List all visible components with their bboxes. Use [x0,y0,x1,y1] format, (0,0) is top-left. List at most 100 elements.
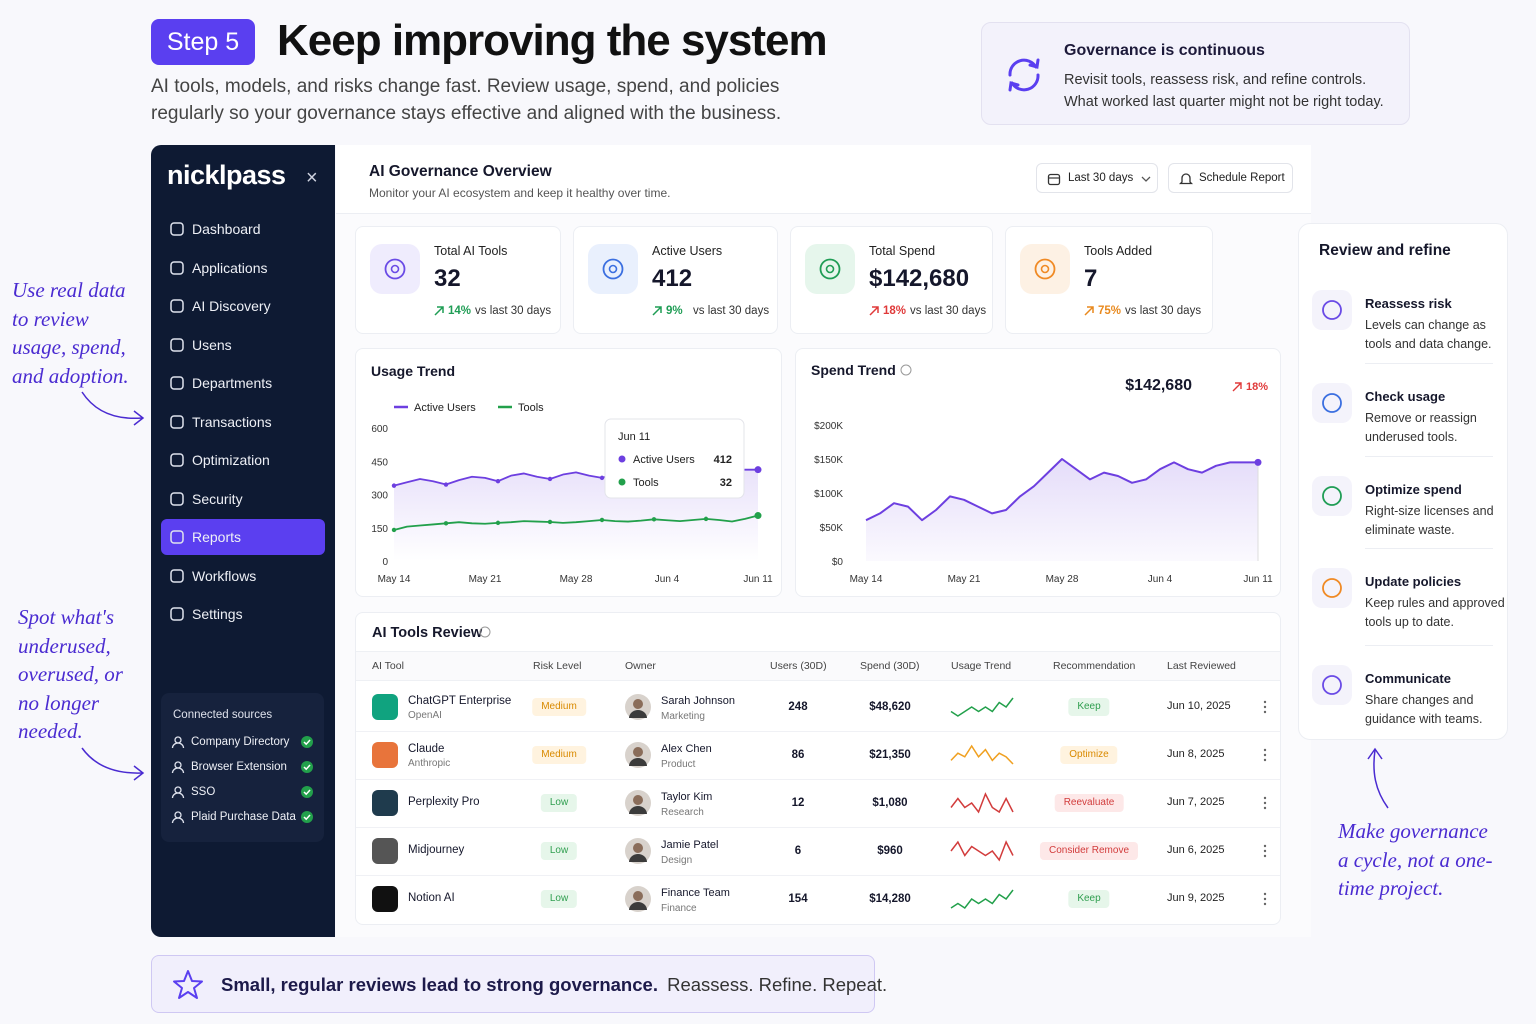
usage-card: Usage Trend 0 150 300 450 600 May 14 May 21 May … [355,348,782,597]
column-header: Recommendation [1053,660,1136,672]
overview-subtitle: Monitor your AI ecosystem and keep it he… [369,186,671,200]
nav-item[interactable]: Reports [161,519,325,555]
close-button[interactable]: × [306,167,318,189]
kpi-icon [819,258,841,280]
point [754,466,762,474]
nav-item[interactable]: AI Discovery [161,288,325,324]
nav-item[interactable]: Applications [161,250,325,286]
nav-item[interactable]: Security [161,481,325,517]
tool-name: Notion AI [408,892,455,904]
x-tick-label: May 14 [850,574,883,585]
review-divider [1365,548,1493,549]
y-tick-label: 300 [371,491,388,502]
recommendation-pill: Reevaluate [1054,794,1124,812]
sidebar: nicklpass × Connected sources Company Di… [151,145,335,937]
sparkline-line [950,889,1014,910]
sparkline [950,792,1014,814]
chevron [1141,176,1151,182]
nav-label: Departments [192,375,273,391]
last-reviewed: Jun 9, 2025 [1167,892,1225,904]
row-divider [356,731,1280,732]
tooltip [604,418,745,499]
review-item-title: Communicate [1365,671,1451,686]
point [1254,458,1262,466]
nav-item[interactable]: Usens [161,327,325,363]
spend-cell: $21,350 [869,749,911,761]
chart: 0 150 300 450 600 May 14 May 21 May 28 Jun 4 Jun … [371,402,773,585]
row-divider [356,875,1280,876]
legend-label: Active Users [414,402,476,414]
trend-arrow [652,306,662,316]
annotation: Make governance a cycle, not a one-time … [1338,819,1493,900]
owner-name: Sarah Johnson [661,695,735,707]
check-icon [301,736,313,748]
point [443,521,449,526]
y-tick-label: $100K [814,489,843,500]
tool-name: ChatGPT Enterprise [408,695,512,707]
users-cell: 86 [791,749,805,761]
nav-label: Workflows [192,567,257,584]
nav-icon-shape [170,453,184,467]
y-tick-label: 600 [371,424,388,435]
nav-item[interactable]: Workflows [161,558,325,594]
column-header: Spend (30D) [860,660,920,672]
schedule-button[interactable]: Schedule Report [1168,163,1293,193]
nav-icon [170,568,184,583]
owner-name: Jamie Patel [661,839,719,851]
nav-item[interactable]: Departments [161,365,325,401]
nav-label: Transactions [192,413,272,430]
sparkline-line [950,792,1014,814]
nav-icon-shape [170,568,184,583]
risk-pill: Low [540,890,578,908]
avatar-head [633,843,643,853]
tool-vendor: OpenAI [408,710,442,721]
risk-pill: Low [540,842,578,860]
menu-dot [1263,705,1267,709]
trend-arrow-shape [1084,306,1094,316]
row-menu[interactable] [1262,796,1268,810]
review-icon-bg [1312,665,1352,705]
review-title: Review and refine [1319,242,1451,259]
kpi-card: Active Users 412 9% vs last 30 days [573,226,778,334]
kpi-icon-bg [370,244,420,294]
nav-item[interactable]: Settings [161,596,325,632]
nav-item[interactable]: Optimization [161,442,325,478]
column-header: Risk Level [533,660,582,672]
nav-item[interactable]: Dashboard [161,211,325,247]
review-icon-bg [1312,383,1352,423]
nav-label: AI Discovery [192,298,271,314]
menu-dot [1263,796,1267,800]
range-button[interactable]: Last 30 days [1036,163,1158,193]
nav-label: Security [192,490,243,507]
x-tick-label: May 21 [948,574,981,585]
menu-dot [1263,892,1267,896]
trend-arrow [434,306,444,316]
check-icon [301,811,313,823]
row-menu[interactable] [1262,748,1268,762]
users-cell: 6 [794,845,802,857]
row-menu[interactable] [1262,700,1268,714]
source-icon [171,761,185,774]
column-header: Usage Trend [951,660,1012,672]
footer-text: Small, regular reviews lead to strong go… [221,974,887,996]
x-tick-label: May 28 [560,574,593,585]
kpi-icon-shape [602,258,624,280]
spend-cell: $14,280 [869,893,911,905]
kpi-icon-shape [819,258,841,280]
nav-item[interactable]: Transactions [161,404,325,440]
kpi-change: 9% [666,305,683,317]
point [547,476,553,482]
owner-team: Finance [661,903,697,914]
tool-logo [372,694,398,720]
nav-label: Reports [192,529,242,545]
point [599,517,605,523]
review-item-text: Remove or reassign underused tools. [1365,411,1477,444]
point [754,512,762,520]
footer-banner: Small, regular reviews lead to strong go… [151,955,887,1013]
row-menu[interactable] [1262,844,1268,858]
row-menu[interactable] [1262,892,1268,906]
annotation: Spot what's underused, overused, or no l… [18,605,123,743]
y-tick-label: 150 [371,524,388,535]
source-label: Company Directory [191,736,290,748]
owner-name: Finance Team [661,887,730,899]
